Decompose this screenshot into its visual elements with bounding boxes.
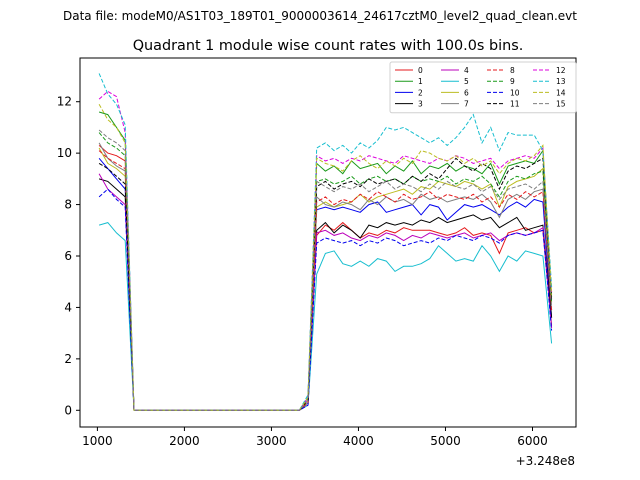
y-tick-label: 8 bbox=[64, 198, 72, 212]
y-tick-label: 0 bbox=[64, 403, 72, 417]
y-tick-label: 2 bbox=[64, 352, 72, 366]
series-layer bbox=[98, 73, 553, 411]
legend-label-4: 4 bbox=[464, 66, 469, 75]
legend-label-15: 15 bbox=[556, 100, 566, 109]
legend-label-2: 2 bbox=[418, 88, 423, 97]
x-tick-label: 5000 bbox=[430, 434, 461, 448]
series-line-10 bbox=[98, 188, 553, 411]
x-tick-label: 4000 bbox=[343, 434, 374, 448]
legend-label-0: 0 bbox=[418, 66, 423, 75]
legend-label-12: 12 bbox=[556, 66, 566, 75]
legend-label-14: 14 bbox=[556, 88, 566, 97]
data-file-subtitle: Data file: modeM0/AS1T03_189T01_90000036… bbox=[63, 9, 577, 23]
legend-label-10: 10 bbox=[510, 88, 520, 97]
series-line-12 bbox=[98, 90, 553, 411]
x-offset-label: +3.248e8 bbox=[516, 454, 575, 468]
axes-layer: 1000 2000 3000 4000 5000 6000024681012+3.248e… bbox=[57, 57, 577, 468]
y-tick-label: 10 bbox=[57, 146, 72, 160]
series-line-15 bbox=[98, 129, 553, 411]
legend-label-11: 11 bbox=[510, 100, 520, 109]
legend-label-1: 1 bbox=[418, 77, 423, 86]
legend-label-5: 5 bbox=[464, 77, 469, 86]
legend-label-7: 7 bbox=[464, 100, 469, 109]
y-tick-label: 4 bbox=[64, 300, 72, 314]
legend-label-3: 3 bbox=[418, 100, 423, 109]
x-tick-label: 2000 bbox=[169, 434, 200, 448]
axes-frame bbox=[79, 57, 577, 428]
x-tick-label: 6000 bbox=[517, 434, 548, 448]
legend-box bbox=[389, 61, 577, 114]
legend-label-9: 9 bbox=[510, 77, 515, 86]
legend-label-13: 13 bbox=[556, 77, 566, 86]
y-tick-label: 12 bbox=[57, 95, 72, 109]
plot-area bbox=[80, 58, 576, 427]
x-tick-label: 3000 bbox=[256, 434, 287, 448]
legend-label-8: 8 bbox=[510, 66, 515, 75]
x-tick-label: 1000 bbox=[82, 434, 113, 448]
legend-label-6: 6 bbox=[464, 88, 469, 97]
y-tick-label: 6 bbox=[64, 249, 72, 263]
chart-title: Quadrant 1 module wise count rates with … bbox=[133, 38, 524, 54]
